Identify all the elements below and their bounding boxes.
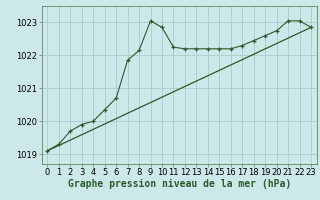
X-axis label: Graphe pression niveau de la mer (hPa): Graphe pression niveau de la mer (hPa) [68, 179, 291, 189]
